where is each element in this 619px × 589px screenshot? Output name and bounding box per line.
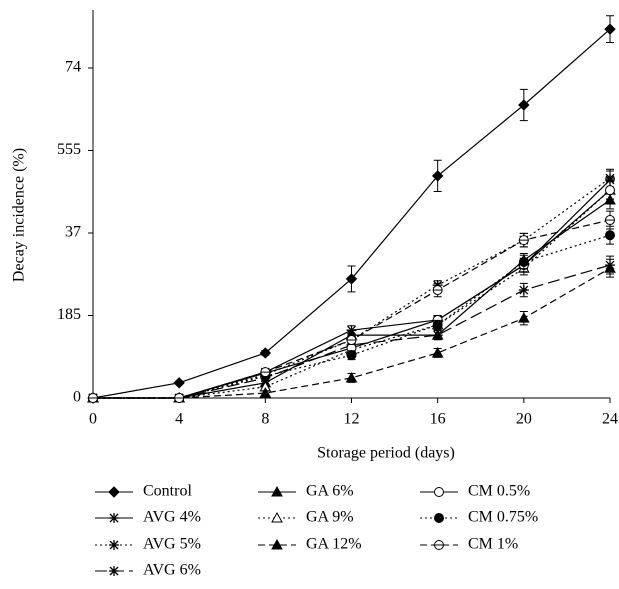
y-tick-label: 37 (65, 224, 81, 241)
marker (109, 540, 119, 550)
legend-label: CM 0.75% (468, 509, 538, 526)
marker (518, 235, 529, 246)
marker (432, 285, 443, 296)
marker (431, 329, 444, 340)
x-tick-label: 12 (344, 411, 360, 428)
legend-label: GA 9% (306, 509, 354, 526)
x-tick-label: 20 (516, 411, 532, 428)
marker (88, 393, 98, 403)
marker (604, 262, 616, 273)
marker (431, 346, 444, 358)
y-tick-label: 0 (73, 389, 81, 406)
marker (605, 215, 615, 226)
marker (271, 511, 283, 523)
x-tick-label: 8 (261, 411, 269, 428)
y-tick-label: 185 (57, 306, 81, 323)
marker (434, 540, 444, 550)
marker (518, 285, 529, 296)
marker (345, 371, 358, 383)
legend-label: GA 6% (306, 483, 354, 500)
marker (345, 273, 358, 285)
x-tick-label: 16 (430, 411, 446, 428)
marker (271, 485, 283, 497)
x-tick-label: 0 (89, 411, 97, 428)
legend-label: AVG 6% (143, 562, 201, 579)
marker (518, 256, 529, 267)
marker (518, 99, 530, 111)
legend-label: CM 0.5% (468, 483, 530, 500)
legend-label: AVG 4% (143, 509, 201, 526)
x-tick-label: 4 (175, 411, 183, 428)
marker (259, 387, 272, 398)
series-line (93, 199, 611, 399)
series-line (93, 189, 611, 399)
marker (432, 319, 443, 330)
legend-label: CM 1% (468, 536, 518, 553)
marker (271, 538, 283, 550)
marker (109, 513, 119, 523)
marker (605, 185, 615, 196)
series-line (93, 189, 611, 399)
marker (260, 367, 271, 378)
x-axis-label: Storage period (days) (317, 445, 455, 462)
x-tick-label: 24 (602, 411, 618, 428)
marker (346, 335, 357, 346)
legend-label: AVG 5% (143, 536, 201, 553)
marker (174, 393, 185, 403)
marker (517, 312, 530, 323)
y-tick-label: 555 (57, 141, 81, 158)
marker (605, 230, 615, 241)
marker (259, 347, 272, 359)
marker (604, 23, 616, 35)
marker (434, 513, 444, 523)
y-axis-label: Decay incidence (%) (11, 148, 28, 282)
marker (431, 170, 444, 182)
marker (108, 486, 120, 498)
series-line (93, 219, 611, 399)
marker (173, 377, 185, 389)
marker (434, 487, 444, 497)
legend-label: GA 12% (306, 536, 362, 553)
legend-label: Control (143, 483, 192, 500)
y-tick-label: 74 (65, 59, 81, 76)
marker (346, 350, 357, 361)
marker (109, 566, 119, 576)
